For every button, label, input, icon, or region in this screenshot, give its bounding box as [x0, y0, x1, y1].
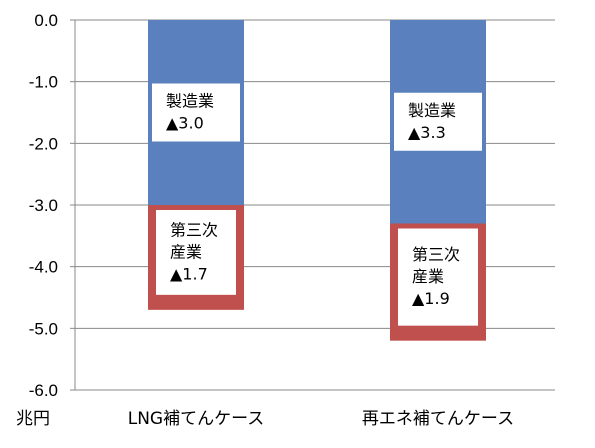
- segment-data-label: 産業: [170, 242, 202, 261]
- y-unit-label: 兆円: [16, 409, 50, 429]
- axes: [70, 19, 76, 391]
- segment-data-label: 製造業: [408, 101, 456, 120]
- category-label: LNG補てんケース: [128, 409, 265, 429]
- y-tick-label: 0.0: [34, 11, 58, 30]
- segment-data-label: ▲1.9: [412, 289, 450, 308]
- segment-data-label: 産業: [412, 267, 444, 286]
- y-tick-label: -4.0: [29, 258, 58, 277]
- tertiary-label-box: [156, 210, 236, 295]
- segment-data-label: ▲3.3: [408, 123, 446, 142]
- segment-data-label: 製造業: [166, 92, 214, 111]
- segment-data-label: 第三次: [170, 220, 218, 239]
- segment-data-label: 第三次: [412, 245, 460, 264]
- manufacturing-label-box: [394, 92, 482, 151]
- y-tick-label: -2.0: [29, 134, 58, 153]
- y-tick-label: -3.0: [29, 196, 58, 215]
- category-label: 再エネ補てんケース: [362, 409, 514, 429]
- y-tick-labels: 0.0 -1.0 -2.0 -3.0 -4.0 -5.0 -6.0: [29, 11, 58, 400]
- category-labels: LNG補てんケース 再エネ補てんケース: [128, 409, 514, 429]
- y-tick-label: -5.0: [29, 319, 58, 338]
- manufacturing-label-box: [152, 83, 240, 142]
- segment-data-label: ▲3.0: [166, 114, 204, 133]
- y-tick-label: -1.0: [29, 73, 58, 92]
- segment-data-label: ▲1.7: [170, 264, 208, 283]
- y-tick-label: -6.0: [29, 381, 58, 400]
- tertiary-label-box: [398, 228, 478, 326]
